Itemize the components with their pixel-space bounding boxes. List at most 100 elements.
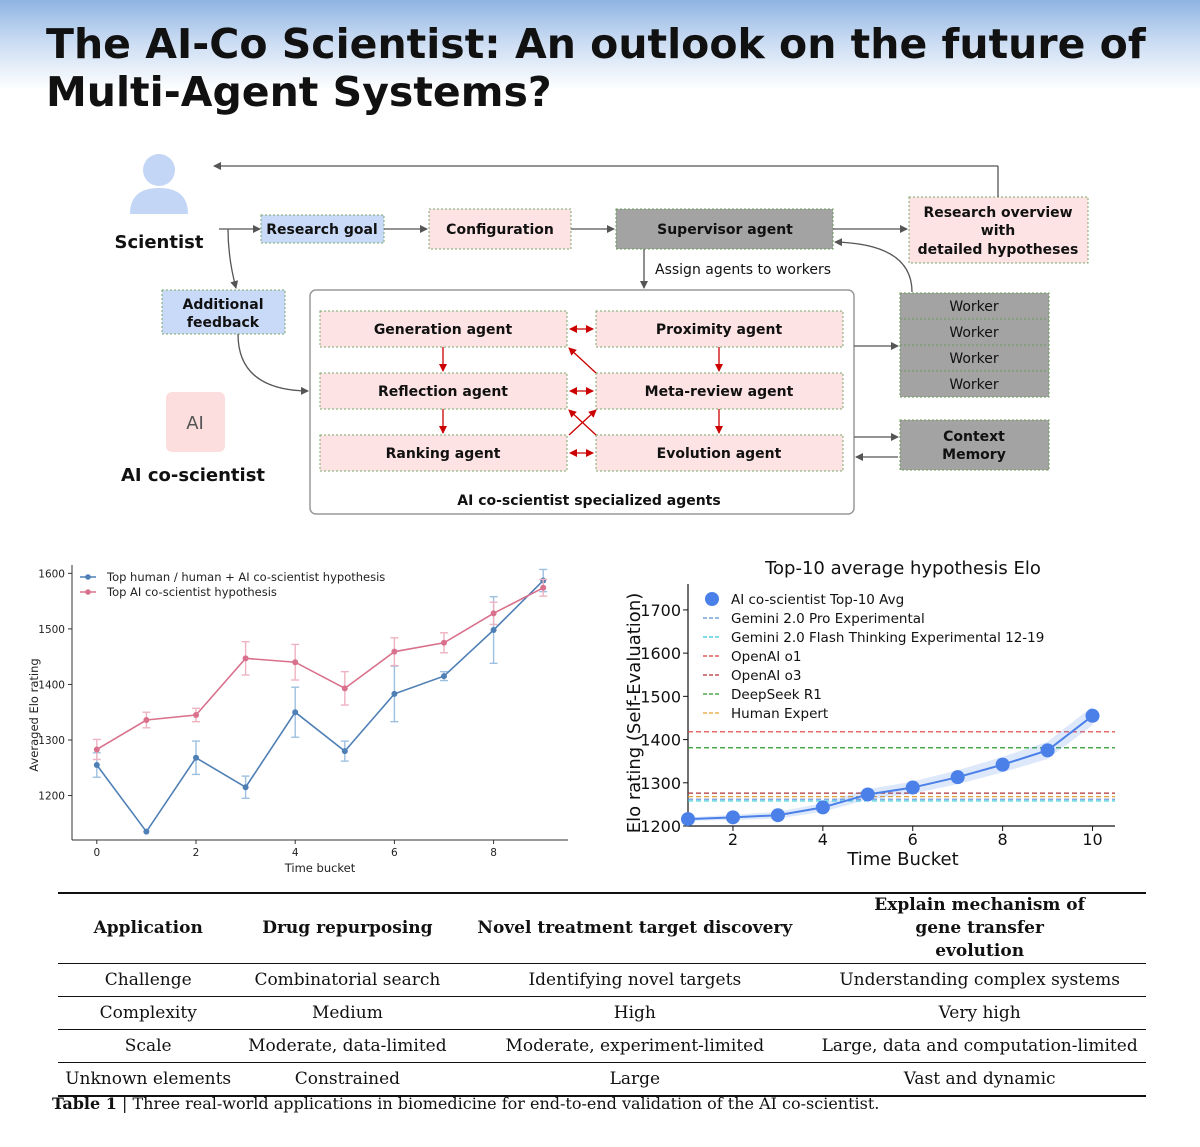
legend-marker — [705, 592, 719, 606]
left-x-tick-label: 8 — [490, 847, 497, 859]
arrow-feedback-to-agents — [237, 333, 309, 395]
left-legend-label-1: Top human / human + AI co-scientist hypo… — [106, 570, 385, 584]
table-cell: Combinatorial search — [238, 963, 457, 997]
agent-interaction-arrows — [439, 325, 723, 457]
right-legend: AI co-scientist Top-10 Avg Gemini 2.0 Pro… — [703, 592, 1044, 722]
ranking-agent-label: Ranking agent — [386, 446, 501, 462]
evolution-agent-label: Evolution agent — [657, 446, 782, 462]
right-y-tick-label: 1300 — [640, 774, 681, 793]
ai-co-scientist-diagram: Scientist AI AI co-scientist Research go… — [115, 154, 1089, 515]
specialized-agents-group — [309, 289, 855, 515]
arrow-workers-to-supervisor — [834, 238, 913, 293]
left-y-tick-label: 1500 — [38, 624, 65, 636]
generation-agent-box — [319, 310, 568, 348]
data-point — [490, 627, 497, 633]
left-x-tick-label: 6 — [391, 847, 398, 859]
table-cell: Challenge — [58, 963, 239, 997]
legend-label: Gemini 2.0 Flash Thinking Experimental 1… — [731, 630, 1044, 646]
table-cell: Very high — [813, 996, 1146, 1030]
legend-label: DeepSeek R1 — [731, 687, 822, 703]
data-point — [391, 690, 398, 697]
top10-elo-chart: Top-10 average hypothesis Elo 1200 1300 14… — [624, 558, 1115, 870]
table-cell: Vast and dynamic — [813, 1062, 1146, 1097]
right-y-tick-label: 1700 — [640, 601, 681, 620]
research-overview-line2: with — [981, 223, 1015, 239]
person-icon — [130, 154, 188, 214]
data-point — [681, 812, 695, 827]
specialized-agents-label: AI co-scientist specialized agents — [457, 493, 720, 509]
series-line-2 — [96, 587, 544, 751]
table-header: Novel treatment target discovery — [456, 892, 814, 964]
table-row: Complexity Medium High Very high — [58, 996, 1146, 1030]
table-row: Challenge Combinatorial search Identifying… — [58, 963, 1146, 997]
right-x-axis-label: Time Bucket — [846, 849, 958, 870]
additional-feedback-line2: feedback — [187, 315, 260, 331]
right-y-axis-label: Elo rating (Self-Evaluation) — [624, 593, 645, 834]
right-chart-title: Top-10 average hypothesis Elo — [764, 558, 1041, 579]
research-goal-box — [260, 214, 385, 244]
left-x-tick-label: 2 — [193, 847, 200, 859]
table-cell: Understanding complex systems — [813, 963, 1146, 997]
caption-text: Three real-world applications in biomedi… — [132, 1094, 880, 1113]
data-point — [93, 746, 100, 753]
table-cell: Moderate, data-limited — [238, 1029, 457, 1063]
left-y-tick-label: 1300 — [38, 735, 65, 747]
data-point — [292, 659, 299, 666]
proximity-agent-label: Proximity agent — [656, 322, 783, 338]
data-point — [441, 673, 447, 680]
right-y-tick-label: 1400 — [640, 731, 681, 750]
legend-label: Human Expert — [731, 706, 828, 722]
data-point — [143, 717, 150, 723]
left-y-axis-label: Averaged Elo rating — [27, 658, 41, 771]
reflection-agent-box — [319, 372, 568, 410]
table-header: Drug repurposing — [238, 892, 457, 964]
meta-review-agent-label: Meta-review agent — [645, 384, 794, 400]
data-point — [490, 610, 497, 617]
table-cell: Constrained — [238, 1062, 457, 1097]
page-title: The AI-Co Scientist: An outlook on the f… — [46, 20, 1146, 116]
left-y-tick-label: 1600 — [38, 568, 65, 580]
table-header: Explain mechanism of gene transfer evolu… — [813, 892, 1146, 964]
left-legend: Top human / human + AI co-scientist hypo… — [80, 570, 385, 599]
research-overview-box — [908, 196, 1089, 264]
confidence-band — [688, 706, 1093, 821]
ai-badge-text: AI — [186, 413, 204, 434]
table-header: Application — [58, 892, 239, 964]
right-y-tick-label: 1200 — [640, 817, 681, 836]
data-point — [391, 648, 398, 655]
table-cell: Complexity — [58, 996, 239, 1030]
research-overview-line3: detailed hypotheses — [918, 242, 1079, 258]
supervisor-agent-label: Supervisor agent — [657, 222, 793, 238]
elo-comparison-chart: 1200 1300 1400 1500 1600 0 2 4 6 8 Top human / hu… — [27, 565, 568, 875]
table-cell: Moderate, experiment-limited — [456, 1029, 814, 1063]
table-cell: Scale — [58, 1029, 239, 1063]
evolution-agent-box — [595, 434, 844, 472]
scientist-label: Scientist — [115, 232, 204, 253]
series-line-1 — [96, 579, 544, 834]
legend-label: OpenAI o3 — [731, 668, 801, 684]
data-point — [770, 808, 785, 823]
right-x-tick-label: 2 — [728, 830, 738, 849]
table-cell: Medium — [238, 996, 457, 1030]
right-x-tick-label: 10 — [1082, 830, 1102, 849]
proximity-agent-box — [595, 310, 844, 348]
data-point — [193, 754, 199, 761]
data-point — [1040, 743, 1055, 758]
data-point — [860, 787, 875, 802]
data-point — [341, 748, 348, 755]
table-cell: Unknown elements — [58, 1062, 239, 1097]
series-line — [687, 715, 1094, 821]
ai-badge-icon: AI — [166, 392, 225, 452]
table-caption: Table 1 | Three real-world applications … — [52, 1094, 879, 1113]
data-point — [540, 584, 547, 591]
table-cell: Large, data and computation-limited — [813, 1029, 1146, 1063]
data-point — [93, 762, 100, 768]
table-row: Unknown elements Constrained Large Vast and… — [58, 1062, 1146, 1097]
table-row: Scale Moderate, data-limited Moderate, exp… — [58, 1029, 1146, 1063]
applications-table: Application Drug repurposing Novel treat… — [58, 892, 1146, 1097]
right-x-tick-label: 4 — [818, 830, 828, 849]
additional-feedback-line1: Additional — [183, 297, 264, 313]
worker-3-label: Worker — [949, 351, 999, 367]
ranking-agent-box — [319, 434, 568, 472]
configuration-label: Configuration — [446, 222, 554, 238]
